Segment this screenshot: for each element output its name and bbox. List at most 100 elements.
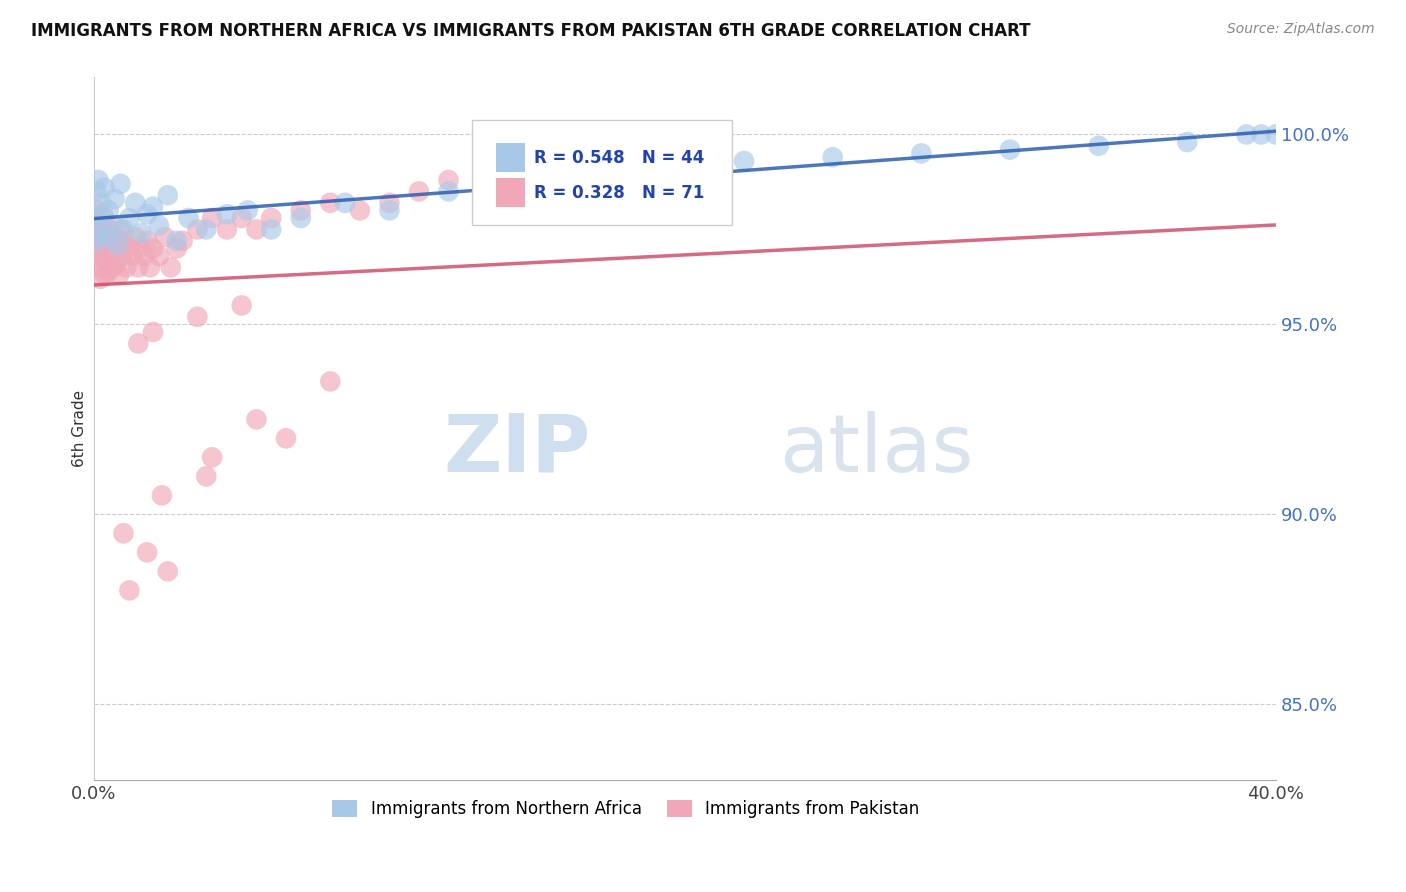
- Immigrants from Pakistan: [319, 195, 342, 210]
- Immigrants from Pakistan: [195, 469, 218, 483]
- Immigrants from Pakistan: [94, 268, 117, 282]
- Immigrants from Pakistan: [142, 241, 165, 255]
- Immigrants from Pakistan: [166, 241, 188, 255]
- Immigrants from Pakistan: [98, 249, 121, 263]
- Immigrants from Pakistan: [274, 431, 297, 445]
- Immigrants from Northern Africa: [910, 146, 932, 161]
- Immigrants from Pakistan: [96, 234, 118, 248]
- Immigrants from Northern Africa: [89, 222, 111, 236]
- FancyBboxPatch shape: [496, 143, 526, 172]
- Immigrants from Pakistan: [148, 249, 170, 263]
- Legend: Immigrants from Northern Africa, Immigrants from Pakistan: Immigrants from Northern Africa, Immigra…: [326, 793, 927, 825]
- Immigrants from Northern Africa: [93, 180, 115, 194]
- Immigrants from Pakistan: [156, 565, 179, 579]
- Immigrants from Pakistan: [94, 241, 117, 255]
- Immigrants from Pakistan: [127, 260, 149, 275]
- Immigrants from Northern Africa: [496, 173, 519, 187]
- Immigrants from Northern Africa: [1250, 128, 1272, 142]
- Immigrants from Northern Africa: [112, 222, 135, 236]
- Immigrants from Pakistan: [89, 226, 111, 240]
- Immigrants from Pakistan: [91, 230, 114, 244]
- Immigrants from Pakistan: [121, 249, 143, 263]
- Immigrants from Northern Africa: [94, 230, 117, 244]
- Immigrants from Pakistan: [100, 237, 122, 252]
- Immigrants from Northern Africa: [571, 165, 593, 179]
- Text: IMMIGRANTS FROM NORTHERN AFRICA VS IMMIGRANTS FROM PAKISTAN 6TH GRADE CORRELATIO: IMMIGRANTS FROM NORTHERN AFRICA VS IMMIG…: [31, 22, 1031, 40]
- Immigrants from Northern Africa: [215, 207, 238, 221]
- Immigrants from Pakistan: [172, 234, 194, 248]
- Immigrants from Northern Africa: [136, 207, 159, 221]
- Immigrants from Pakistan: [245, 412, 267, 426]
- Immigrants from Northern Africa: [290, 211, 312, 225]
- Immigrants from Pakistan: [437, 173, 460, 187]
- Immigrants from Northern Africa: [437, 185, 460, 199]
- Immigrants from Northern Africa: [84, 185, 107, 199]
- Immigrants from Pakistan: [290, 203, 312, 218]
- Immigrants from Pakistan: [90, 219, 112, 233]
- Immigrants from Pakistan: [118, 241, 141, 255]
- Immigrants from Pakistan: [408, 185, 430, 199]
- Immigrants from Northern Africa: [177, 211, 200, 225]
- Immigrants from Northern Africa: [236, 203, 259, 218]
- Immigrants from Pakistan: [201, 450, 224, 465]
- Immigrants from Northern Africa: [84, 211, 107, 225]
- Text: atlas: atlas: [779, 411, 974, 489]
- Immigrants from Pakistan: [124, 230, 146, 244]
- Immigrants from Northern Africa: [156, 188, 179, 202]
- Immigrants from Pakistan: [97, 222, 120, 236]
- Immigrants from Pakistan: [215, 222, 238, 236]
- Y-axis label: 6th Grade: 6th Grade: [72, 391, 87, 467]
- Immigrants from Pakistan: [378, 195, 401, 210]
- Immigrants from Pakistan: [91, 245, 114, 260]
- Immigrants from Pakistan: [127, 336, 149, 351]
- Immigrants from Pakistan: [107, 241, 129, 255]
- Immigrants from Pakistan: [112, 526, 135, 541]
- Immigrants from Pakistan: [118, 583, 141, 598]
- Immigrants from Pakistan: [83, 222, 105, 236]
- Immigrants from Northern Africa: [107, 237, 129, 252]
- Immigrants from Pakistan: [89, 241, 111, 255]
- Text: R = 0.548   N = 44: R = 0.548 N = 44: [534, 149, 704, 167]
- Immigrants from Northern Africa: [110, 177, 132, 191]
- Immigrants from Northern Africa: [378, 203, 401, 218]
- Immigrants from Pakistan: [115, 260, 138, 275]
- Immigrants from Pakistan: [93, 211, 115, 225]
- Immigrants from Pakistan: [111, 249, 134, 263]
- Text: ZIP: ZIP: [443, 411, 591, 489]
- Immigrants from Pakistan: [108, 268, 131, 282]
- Immigrants from Northern Africa: [100, 219, 122, 233]
- Immigrants from Pakistan: [86, 203, 108, 218]
- FancyBboxPatch shape: [496, 178, 526, 208]
- Immigrants from Northern Africa: [142, 200, 165, 214]
- Immigrants from Pakistan: [105, 257, 128, 271]
- Immigrants from Pakistan: [93, 260, 115, 275]
- Immigrants from Northern Africa: [260, 222, 283, 236]
- Immigrants from Northern Africa: [86, 234, 108, 248]
- Immigrants from Pakistan: [86, 234, 108, 248]
- Immigrants from Northern Africa: [1175, 135, 1198, 149]
- Immigrants from Pakistan: [96, 252, 118, 267]
- Immigrants from Pakistan: [186, 310, 208, 324]
- Immigrants from Pakistan: [186, 222, 208, 236]
- Immigrants from Pakistan: [110, 222, 132, 236]
- Immigrants from Pakistan: [89, 272, 111, 286]
- Immigrants from Northern Africa: [644, 158, 666, 172]
- Immigrants from Pakistan: [104, 230, 127, 244]
- Immigrants from Pakistan: [142, 325, 165, 339]
- Immigrants from Pakistan: [260, 211, 283, 225]
- Immigrants from Pakistan: [150, 488, 173, 502]
- Immigrants from Northern Africa: [104, 192, 127, 206]
- Immigrants from Pakistan: [87, 249, 110, 263]
- Immigrants from Northern Africa: [87, 173, 110, 187]
- Immigrants from Pakistan: [201, 211, 224, 225]
- Immigrants from Northern Africa: [1234, 128, 1257, 142]
- Immigrants from Northern Africa: [97, 203, 120, 218]
- Immigrants from Pakistan: [139, 260, 162, 275]
- Immigrants from Northern Africa: [195, 222, 218, 236]
- Immigrants from Pakistan: [136, 545, 159, 559]
- Immigrants from Northern Africa: [821, 150, 844, 164]
- Immigrants from Pakistan: [129, 241, 152, 255]
- Immigrants from Northern Africa: [998, 143, 1021, 157]
- Immigrants from Pakistan: [136, 234, 159, 248]
- Immigrants from Northern Africa: [91, 207, 114, 221]
